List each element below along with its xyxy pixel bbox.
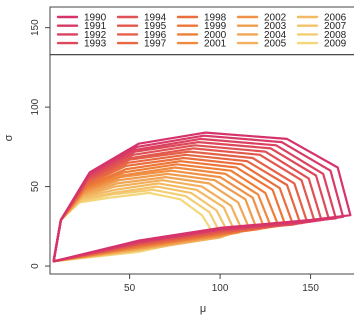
legend-label-2000: 2000 xyxy=(204,30,227,41)
legend-box xyxy=(50,7,354,55)
legend-label-2008: 2008 xyxy=(324,30,347,41)
legend-label-2003: 2003 xyxy=(264,21,287,32)
legend-label-1996: 1996 xyxy=(144,30,167,41)
x-axis-title: μ xyxy=(200,303,206,315)
y-tick-label-0: 0 xyxy=(30,263,41,269)
axes-layer: 50 100 150 0 50 100 150 xyxy=(30,6,354,294)
x-tick-label-100: 100 xyxy=(212,283,229,294)
legend-label-2002: 2002 xyxy=(264,13,287,24)
legend-label-2001: 2001 xyxy=(204,39,227,50)
x-tick-label-150: 150 xyxy=(302,283,319,294)
legend-label-2006: 2006 xyxy=(324,13,347,24)
legend-label-2009: 2009 xyxy=(324,39,347,50)
legend-label-1995: 1995 xyxy=(144,21,167,32)
legend-label-1999: 1999 xyxy=(204,21,227,32)
y-tick-label-100: 100 xyxy=(30,98,41,115)
series-line-1990 xyxy=(52,131,352,263)
x-tick-label-50: 50 xyxy=(124,283,136,294)
legend-label-1998: 1998 xyxy=(204,13,227,24)
legend-label-1991: 1991 xyxy=(84,21,107,32)
y-tick-label-50: 50 xyxy=(30,181,41,193)
legend-label-2005: 2005 xyxy=(264,39,287,50)
legend-label-1994: 1994 xyxy=(144,13,167,24)
legend-label-2007: 2007 xyxy=(324,21,347,32)
plot-frame xyxy=(49,6,354,275)
legend-label-1992: 1992 xyxy=(84,30,107,41)
legend-label-2004: 2004 xyxy=(264,30,287,41)
y-tick-label-150: 150 xyxy=(30,19,41,36)
y-axis-title: σ xyxy=(3,134,15,141)
legend-label-1997: 1997 xyxy=(144,39,167,50)
series-layer xyxy=(52,131,352,263)
legend-label-1993: 1993 xyxy=(84,39,107,50)
legend-label-1990: 1990 xyxy=(84,13,107,24)
